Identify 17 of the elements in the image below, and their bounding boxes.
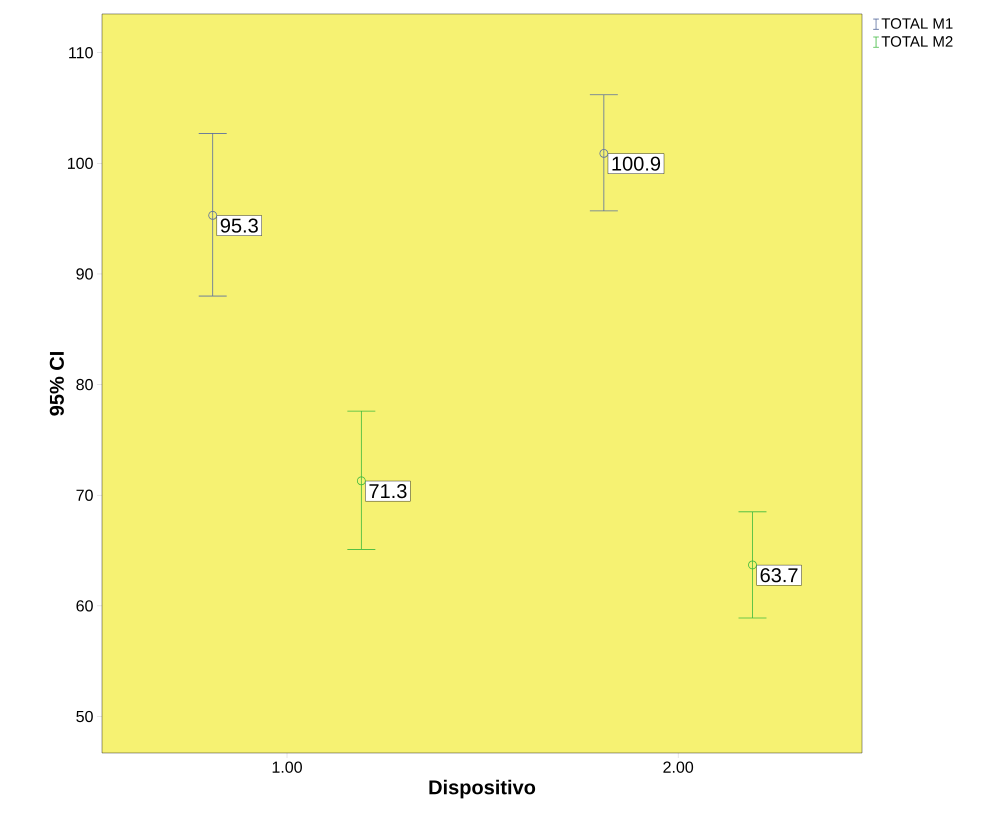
x-tick-label: 1.00	[272, 762, 302, 773]
data-label: 95.3	[220, 218, 258, 233]
y-tick-label: 60	[76, 600, 93, 612]
x-tick-label: 2.00	[663, 762, 694, 773]
legend-label: TOTAL M2	[882, 36, 952, 47]
x-axis-title: Dispositivo	[429, 780, 536, 798]
y-tick-label: 90	[76, 268, 93, 280]
y-tick-label: 80	[76, 378, 93, 390]
data-label: 71.3	[369, 484, 406, 498]
data-label: 100.9	[612, 156, 660, 171]
y-axis-title: 95% CI	[50, 352, 64, 416]
y-tick-label: 110	[69, 47, 93, 58]
legend-label: TOTAL M1	[882, 18, 953, 29]
y-tick-label: 100	[68, 158, 93, 169]
y-tick-label: 50	[76, 710, 93, 722]
y-tick-label: 70	[76, 490, 93, 501]
data-label: 63.7	[760, 568, 798, 582]
